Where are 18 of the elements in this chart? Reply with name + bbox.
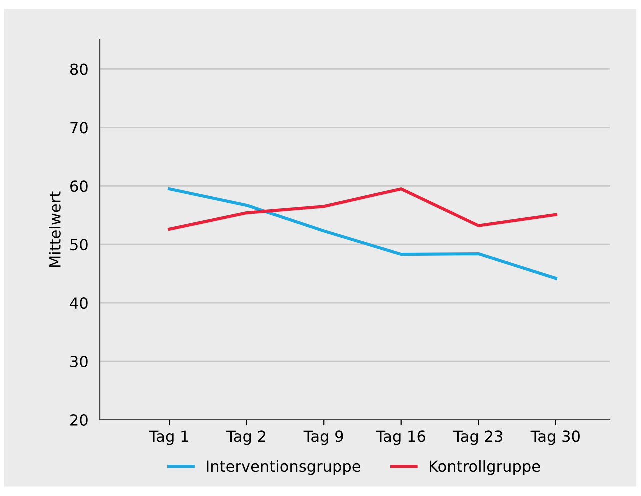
y-tick-label: 60 bbox=[70, 180, 88, 192]
legend-label: Interventionsgruppe bbox=[207, 460, 360, 476]
y-tick-label: 70 bbox=[70, 122, 88, 134]
x-tick-label: Tag 1 bbox=[149, 430, 188, 446]
x-tick-label: Tag 16 bbox=[376, 430, 426, 446]
y-tick-label: 40 bbox=[70, 298, 88, 310]
x-tick-label: Tag 23 bbox=[454, 430, 502, 446]
line-series bbox=[168, 188, 558, 231]
legend-label: Kontrollgruppe bbox=[430, 460, 540, 476]
x-tick-label: Tag 30 bbox=[530, 430, 580, 446]
y-tick-label: 50 bbox=[70, 239, 88, 251]
x-tick-label: Tag 9 bbox=[304, 430, 344, 446]
y-tick-label: 80 bbox=[70, 64, 88, 76]
y-axis-title: Mittelwert bbox=[49, 192, 61, 268]
line-series bbox=[168, 188, 558, 280]
y-tick-label: 30 bbox=[70, 356, 88, 368]
y-tick-label: 20 bbox=[70, 414, 88, 426]
x-tick-label: Tag 2 bbox=[226, 430, 266, 446]
